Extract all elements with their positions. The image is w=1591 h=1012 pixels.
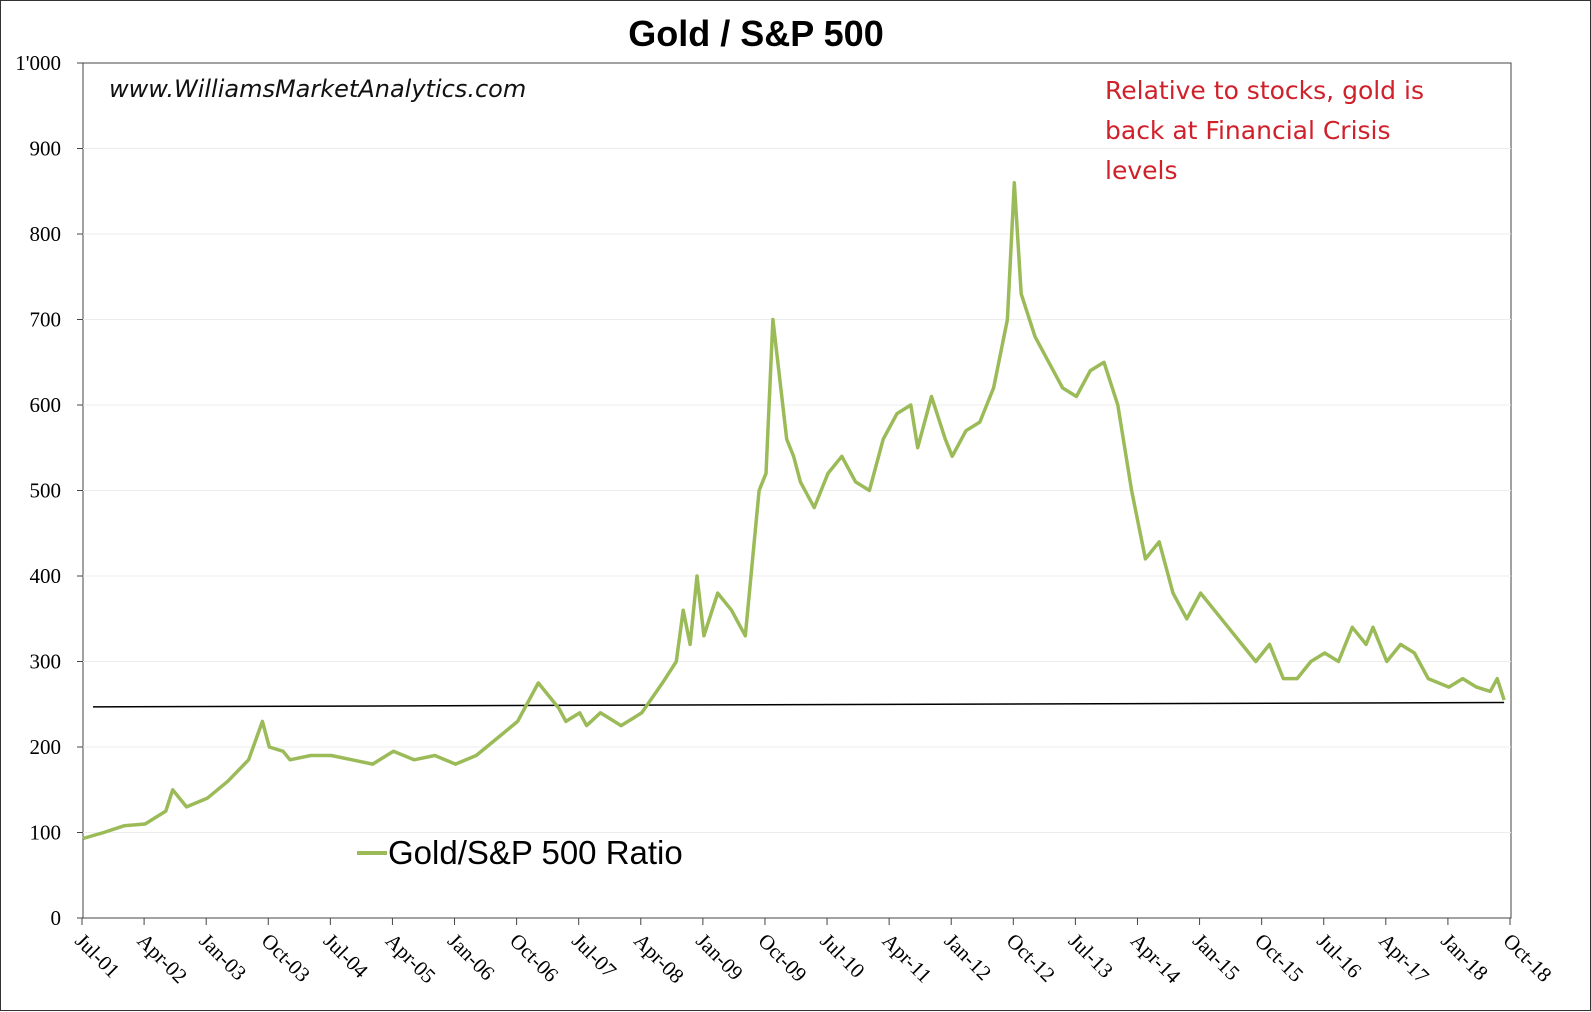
annotation-line: back at Financial Crisis (1105, 116, 1391, 145)
x-tick-label: Jul-13 (1064, 929, 1118, 983)
x-tick-label: Oct-18 (1498, 929, 1556, 987)
y-tick-label: 100 (30, 821, 62, 845)
gridlines (83, 148, 1511, 833)
x-tick-label: Jul-10 (816, 929, 870, 983)
annotation-line: levels (1105, 156, 1177, 185)
x-tick-label: Oct-06 (505, 929, 563, 987)
x-tick-label: Apr-17 (1374, 929, 1434, 989)
x-tick-label: Jul-07 (567, 929, 621, 983)
y-tick-label: 300 (30, 650, 62, 674)
annotation-line: Relative to stocks, gold is (1105, 76, 1424, 105)
x-tick-label: Apr-11 (878, 929, 937, 988)
x-tick-label: Jul-16 (1312, 929, 1366, 983)
x-tick-label: Jul-01 (70, 929, 124, 983)
legend-label: Gold/S&P 500 Ratio (388, 834, 683, 871)
x-tick-label: Jan-03 (195, 929, 252, 986)
x-tick-label: Apr-08 (629, 929, 689, 989)
x-tick-label: Jul-04 (319, 929, 373, 983)
x-tick-label: Apr-02 (133, 929, 193, 989)
y-axis: 0 100 200 300 400 500 600 700 800 900 1'000 (15, 51, 83, 930)
x-tick-label: Oct-12 (1002, 929, 1060, 987)
x-tick-label: Apr-05 (381, 929, 441, 989)
y-tick-label: 800 (30, 222, 62, 246)
x-tick-label: Apr-14 (1126, 929, 1186, 989)
y-tick-label: 400 (30, 564, 62, 588)
x-tick-label: Jan-18 (1436, 929, 1493, 986)
x-axis: Jul-01 Apr-02 Jan-03 Oct-03 Jul-04 Apr-05 Jan-… (70, 918, 1557, 989)
annotation-text: Relative to stocks, gold is back at Finan… (1105, 76, 1424, 185)
y-tick-label: 900 (30, 137, 62, 161)
y-tick-label: 700 (30, 308, 62, 332)
chart-title: Gold / S&P 500 (628, 13, 883, 54)
y-tick-label: 1'000 (15, 51, 61, 75)
y-tick-label: 600 (30, 393, 62, 417)
x-tick-label: Jan-09 (691, 929, 748, 986)
x-tick-label: Jan-06 (443, 929, 500, 986)
series-line-gold-sp500-ratio (82, 180, 1506, 841)
reference-line (92, 701, 1505, 708)
y-tick-label: 0 (51, 906, 62, 930)
x-tick-label: Oct-09 (753, 929, 811, 987)
watermark-text: www.WilliamsMarketAnalytics.com (109, 75, 526, 103)
x-tick-label: Jan-15 (1188, 929, 1245, 986)
x-tick-label: Oct-15 (1250, 929, 1308, 987)
x-tick-label: Oct-03 (257, 929, 315, 987)
x-tick-label: Jan-12 (940, 929, 997, 986)
y-tick-label: 200 (30, 735, 62, 759)
y-tick-label: 500 (30, 479, 62, 503)
